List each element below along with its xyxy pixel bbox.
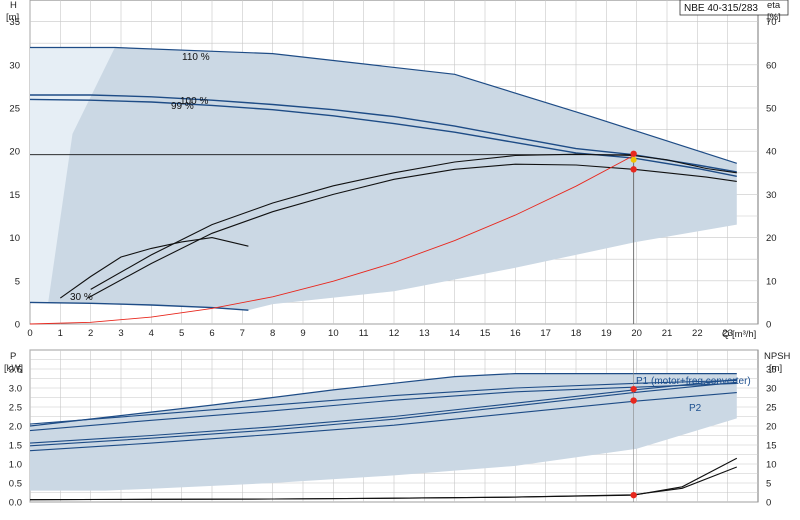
y-tick-label-right: 10 [766,276,777,287]
flow-axis-label: Q [m³/h] [722,329,756,340]
y-tick-label-left: 25 [9,104,20,115]
power-axis-unit: [kW] [4,363,23,374]
model-title: NBE 40-315/283 [684,3,758,14]
x-tick-label: 16 [510,328,521,339]
efficiency-curve [59,237,249,299]
max-power-curve [29,373,737,427]
x-tick-label: 10 [328,328,339,339]
y-tick-label-left: 0.5 [9,479,22,490]
operating-envelope [30,47,737,311]
x-tick-label: 9 [300,328,305,339]
y-tick-label-right: 50 [766,104,777,115]
p1-series-label: P1 (motor+freq.converter) [636,376,751,387]
x-tick-label: 4 [149,328,154,339]
npsh-axis-unit: [m] [769,363,782,374]
x-tick-label: 3 [118,328,123,339]
efficiency-axis-unit: [%] [767,12,781,23]
y-tick-label-right: 70 [766,17,777,28]
x-tick-label: 17 [540,328,551,339]
duty-point [630,397,637,404]
y-tick-label-right: 25 [766,403,777,414]
envelope-low-flow-zone [30,47,115,303]
max-speed-curve [30,46,737,164]
x-tick-label: 20 [631,328,642,339]
y-tick-label-left: 3.5 [9,365,22,376]
x-tick-label: 13 [419,328,430,339]
y-tick-label-right: 20 [766,422,777,433]
efficiency-curve [90,153,737,290]
y-tick-label-left: 3.0 [9,384,22,395]
duty-point-head [630,150,637,157]
y-tick-label-right: 40 [766,147,777,158]
x-tick-label: 8 [270,328,275,339]
x-tick-label: 0 [27,328,32,339]
y-tick-label-right: 60 [766,60,777,71]
head-axis-label: H [10,0,17,11]
x-tick-label: 2 [88,328,93,339]
speed-label-30: 30 % [70,292,93,303]
y-tick-label-right: 0 [766,320,771,331]
model-box [679,0,789,16]
x-tick-label: 7 [240,328,245,339]
x-tick-label: 15 [480,328,491,339]
x-tick-label: 23 [722,328,733,339]
x-tick-label: 11 [359,328,369,339]
y-tick-label-right: 0 [766,498,771,509]
x-tick-label: 18 [571,328,582,339]
y-tick-label-left: 35 [9,17,20,28]
npsh-curve [29,466,737,501]
x-tick-label: 14 [449,328,460,339]
y-tick-label-right: 30 [766,190,777,201]
y-tick-label-right: 30 [766,384,777,395]
duty-point-efficiency [630,166,637,173]
duty-point-intersection [630,156,637,163]
x-tick-label: 6 [209,328,214,339]
power-npsh-panel: 0.0 0.5 1.0 1.5 2.0 2.5 3.0 3.5 0 5 10 15 20 25 30 35 [9,349,777,509]
x-tick-label: 22 [692,328,703,339]
y-tick-label-right: 10 [766,460,777,471]
npsh-axis-label: NPSH [764,351,791,362]
head-axis-unit: [m] [6,12,19,23]
x-tick-label: 12 [389,328,400,339]
y-tick-label-left: 15 [9,190,20,201]
y-tick-label-left: 2.5 [9,403,22,414]
y-tick-label-left: 5 [15,276,20,287]
speed-label-100: 100 % [180,96,208,107]
y-tick-label-right: 5 [766,479,771,490]
y-tick-label-left: 2.0 [9,422,22,433]
y-tick-label-left: 20 [9,147,20,158]
y-tick-label-right: 15 [766,441,777,452]
x-tick-label: 1 [58,328,63,339]
head-curve [29,301,249,311]
efficiency-curve [87,163,737,299]
power-axis-label: P [10,351,16,362]
operating-envelope [30,373,737,491]
y-tick-label-left: 1.0 [9,460,22,471]
system-curve [29,155,634,325]
y-tick-label-right: 20 [766,233,777,244]
y-tick-label-left: 0.0 [9,498,22,509]
speed-label-99: 99 % [171,101,194,112]
duty-point [630,385,637,393]
chart-labels: NBE 40-315/283 H [m] eta [%] Q [m³/h] 11… [4,0,791,414]
efficiency-axis-label: eta [767,0,781,11]
x-tick-label: 21 [662,328,673,339]
head-efficiency-panel: 0 1 2 3 4 5 6 7 8 9 10 11 12 13 14 15 16 17 18 19 20 21 22 2305… [9,0,777,339]
p2-series-label: P2 [689,403,702,414]
y-tick-label-right: 35 [766,365,777,376]
speed-label-110: 110 % [182,52,210,63]
y-tick-label-left: 30 [9,60,20,71]
y-tick-label-left: 0 [15,320,20,331]
y-tick-label-left: 10 [9,233,20,244]
duty-point [630,491,637,499]
x-tick-label: 5 [179,328,184,339]
y-tick-label-left: 1.5 [9,441,22,452]
x-tick-label: 19 [601,328,612,339]
